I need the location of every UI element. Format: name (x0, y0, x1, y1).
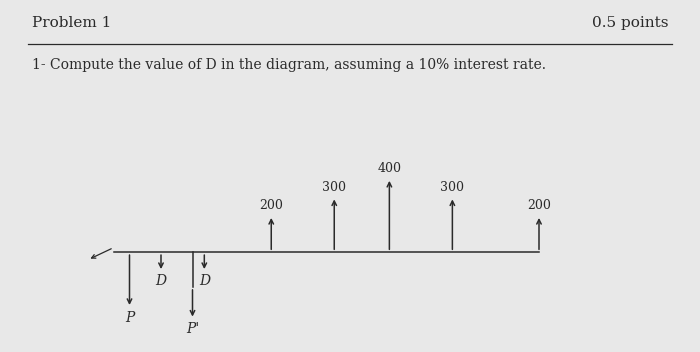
Text: P': P' (186, 322, 199, 336)
Text: 300: 300 (322, 181, 346, 194)
Text: 400: 400 (377, 162, 401, 175)
Text: 0.5 points: 0.5 points (592, 16, 668, 30)
Text: 1- Compute the value of D in the diagram, assuming a 10% interest rate.: 1- Compute the value of D in the diagram… (32, 58, 545, 72)
Text: Problem 1: Problem 1 (32, 16, 111, 30)
Text: 200: 200 (527, 199, 551, 212)
Text: D: D (199, 274, 210, 288)
Text: 300: 300 (440, 181, 464, 194)
Text: D: D (155, 274, 167, 288)
Text: 200: 200 (259, 199, 284, 212)
Text: P: P (125, 310, 134, 325)
